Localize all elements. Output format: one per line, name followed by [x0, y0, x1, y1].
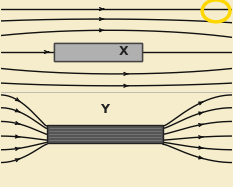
Text: X: X: [119, 45, 128, 59]
Bar: [54, 43, 142, 61]
Text: X: X: [119, 45, 128, 59]
Bar: [47, 125, 163, 143]
Text: Y: Y: [100, 103, 110, 116]
Bar: [54, 43, 142, 61]
